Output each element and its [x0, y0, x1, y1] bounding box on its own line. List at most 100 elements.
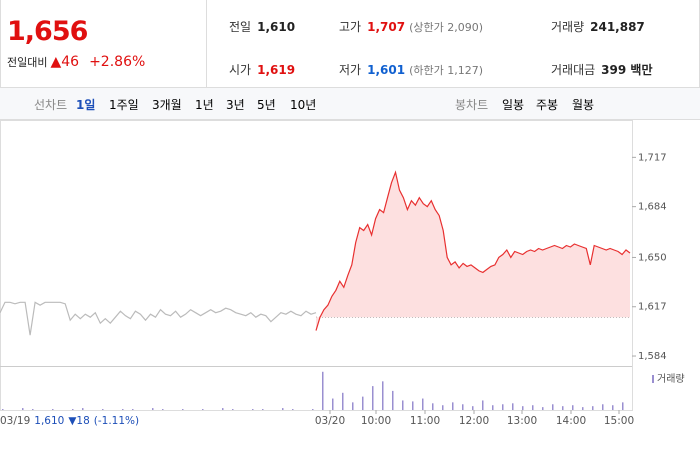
- legend-label: 거래량: [657, 373, 685, 385]
- quote-item: 고가 1,707 (상한가 2,090): [339, 18, 483, 35]
- prev-prev_close: 1,610: [34, 415, 64, 427]
- item-label: 거래대금: [551, 63, 596, 77]
- tab[interactable]: 1년: [195, 98, 214, 112]
- change-label: 전일대비: [7, 56, 48, 69]
- item-value: 1,610: [257, 20, 296, 34]
- volume-bar: [232, 409, 234, 410]
- price-line: [0, 301, 317, 336]
- volume-bar: [32, 409, 34, 410]
- quote-item: 전일 1,610: [229, 18, 295, 35]
- volume-bar: [432, 403, 434, 410]
- tab[interactable]: 주봉: [536, 98, 559, 112]
- tab-bar: 선차트 1일 1주일 3개월 1년 3년 5년 10년 봉차트 일봉 주봉 월봉: [0, 88, 700, 120]
- volume-bar: [512, 403, 514, 410]
- volume-bar: [282, 408, 284, 410]
- volume-bar: [362, 396, 364, 410]
- volume-bar: [322, 371, 324, 410]
- volume-bar: [592, 406, 594, 410]
- x-tick-label: 03/20: [315, 415, 345, 427]
- volume-bar: [292, 409, 294, 410]
- item-label: 거래량: [551, 20, 585, 34]
- prev-prev_pct: (-1.11%): [94, 415, 139, 427]
- legend-swatch: [652, 375, 654, 383]
- prev-info: 03/19 1,610 ▼18 (-1.11%): [0, 415, 139, 427]
- volume-bar: [392, 390, 394, 410]
- volume-bar: [82, 408, 84, 410]
- prev-prev_change: ▼18: [68, 415, 89, 427]
- y-tick-label: 1,684: [638, 202, 667, 213]
- tab[interactable]: 3개월: [152, 98, 182, 112]
- y-tick-label: 1,650: [638, 252, 667, 263]
- volume-bar: [382, 381, 384, 410]
- volume-bar: [22, 408, 24, 410]
- change: 전일대비 ▲46 +2.86%: [7, 54, 145, 70]
- volume-bar: [262, 409, 264, 410]
- tab[interactable]: 1주일: [109, 98, 139, 112]
- tab-label: 봉차트: [455, 98, 489, 112]
- item-value: 1,707: [367, 20, 406, 34]
- prev-prev_label: 03/19: [0, 415, 30, 427]
- volume-bar: [422, 398, 424, 410]
- y-tick-label: 1,584: [638, 351, 667, 362]
- tab[interactable]: 10년: [290, 98, 317, 112]
- volume-bar: [522, 406, 524, 410]
- volume-bar: [332, 398, 334, 410]
- volume-bar: [462, 404, 464, 410]
- volume-bar: [202, 409, 204, 410]
- tab[interactable]: 월봉: [572, 98, 595, 112]
- tab[interactable]: 일봉: [502, 98, 525, 112]
- quote-main: 1,656 전일대비 ▲46 +2.86%: [1, 0, 207, 87]
- volume-bar: [482, 400, 484, 410]
- volume-bar: [352, 402, 354, 410]
- volume-bar: [562, 406, 564, 410]
- y-tick-label: 1,717: [638, 152, 667, 163]
- volume-bar: [182, 409, 184, 410]
- x-tick-label: 12:00: [459, 415, 489, 427]
- x-tick-label: 15:00: [604, 415, 634, 427]
- volume-bar: [132, 409, 134, 410]
- tab-label: 선차트: [34, 98, 68, 112]
- item-value: 1,619: [257, 63, 296, 77]
- volume-bar: [312, 409, 314, 410]
- current-price: 1,656: [7, 16, 88, 47]
- tab[interactable]: 1일: [76, 98, 96, 112]
- volume-bar: [102, 409, 104, 410]
- volume-bar: [222, 408, 224, 410]
- volume-bar: [452, 402, 454, 410]
- quote-item: 시가 1,619: [229, 61, 295, 78]
- item-label: 전일: [229, 20, 252, 34]
- x-tick-label: 13:00: [507, 415, 537, 427]
- volume-bar: [402, 400, 404, 410]
- quote-item: 저가 1,601 (하한가 1,127): [339, 61, 483, 78]
- volume-bar: [612, 405, 614, 410]
- item-sub: (하한가 1,127): [409, 64, 483, 77]
- x-tick-label: 10:00: [361, 415, 391, 427]
- volume-bar: [502, 404, 504, 410]
- volume-bar: [372, 386, 374, 410]
- volume-bar: [152, 408, 154, 410]
- item-label: 저가: [339, 63, 362, 77]
- tab[interactable]: 5년: [257, 98, 276, 112]
- volume-bar: [412, 401, 414, 410]
- quote-item: 거래대금 399 백만: [551, 61, 652, 78]
- volume-bar: [2, 409, 4, 410]
- volume-bar: [602, 404, 604, 410]
- item-value: 1,601: [367, 63, 406, 77]
- quote-item: 거래량 241,887: [551, 18, 645, 35]
- area: [316, 172, 630, 331]
- change-pct: +2.86%: [89, 54, 146, 70]
- chart: 1,717 1,684 1,650 1,617 1,584 거래량 03/19 1,610 ▼1…: [0, 120, 685, 427]
- volume-bar: [52, 409, 54, 410]
- tab[interactable]: 3년: [226, 98, 245, 112]
- price-line: [315, 170, 631, 331]
- item-value: 241,887: [590, 20, 645, 34]
- y-tick-label: 1,617: [638, 302, 667, 313]
- volume-bar: [532, 405, 534, 410]
- volume-bar: [572, 405, 574, 410]
- x-tick-label: 14:00: [556, 415, 586, 427]
- item-label: 고가: [339, 20, 362, 34]
- item-sub: (상한가 2,090): [409, 21, 483, 34]
- volume-bar: [552, 404, 554, 410]
- change-value: ▲46: [50, 54, 80, 70]
